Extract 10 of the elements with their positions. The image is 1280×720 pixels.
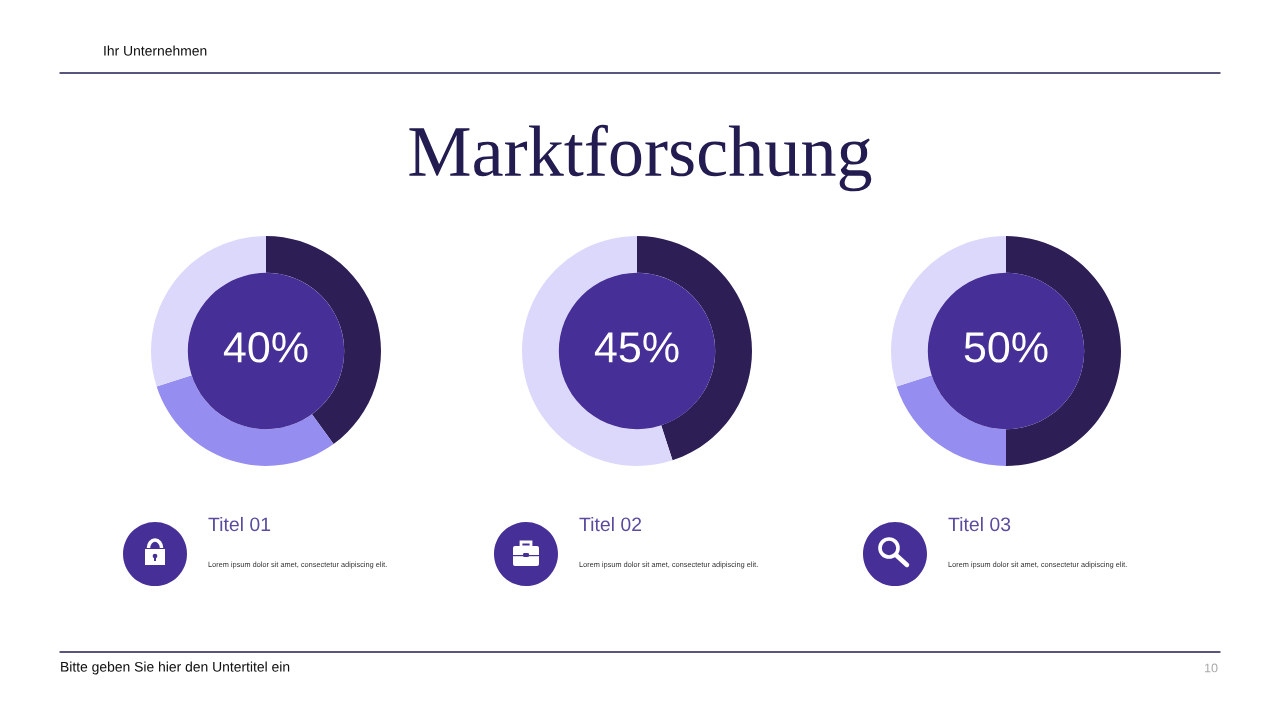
- text: Titel 03: [948, 516, 1011, 532]
- text: Ihr Unternehmen: [104, 45, 207, 56]
- data-label: 45%: [594, 332, 679, 363]
- text: Titel 01: [208, 516, 271, 532]
- text: Marktforschung: [409, 124, 872, 192]
- text: 10: [1205, 663, 1218, 673]
- data-label: 50%: [964, 332, 1048, 363]
- text: Bitte geben Sie hier den Untertitel ein: [61, 661, 290, 675]
- data-label: 40%: [223, 332, 308, 363]
- text: Titel 02: [579, 516, 642, 532]
